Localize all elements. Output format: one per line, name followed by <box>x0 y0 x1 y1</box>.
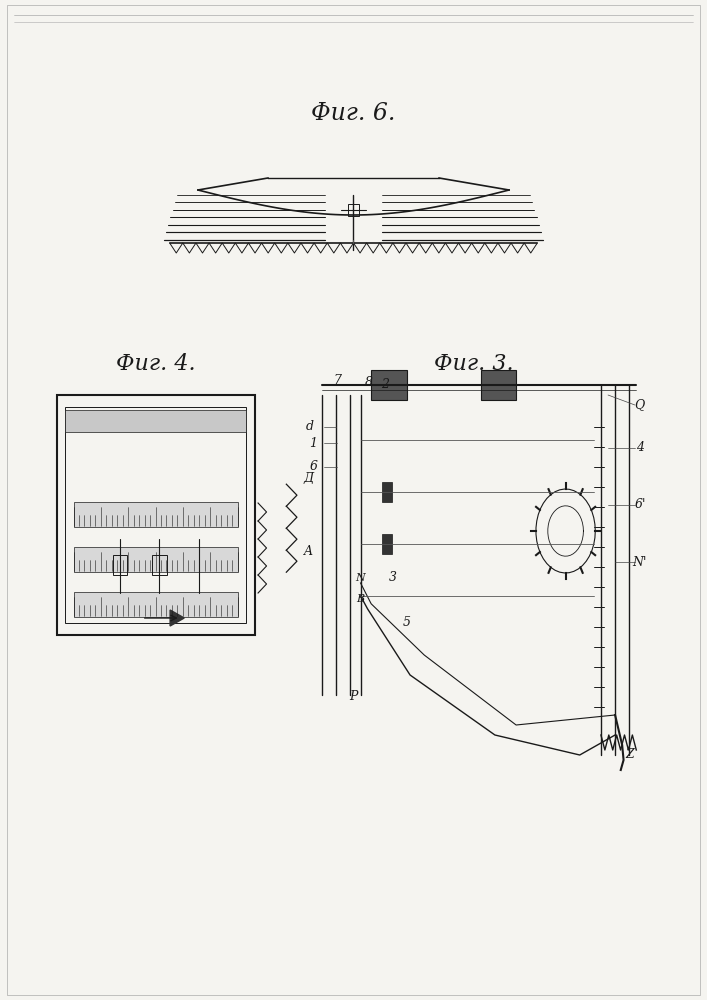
Bar <box>74 547 238 572</box>
Bar <box>65 410 246 432</box>
Text: 6: 6 <box>309 460 317 474</box>
Bar <box>382 534 392 554</box>
Text: Д: Д <box>303 473 313 486</box>
Polygon shape <box>170 610 185 626</box>
Bar <box>65 407 246 623</box>
Text: Фиг. 6.: Фиг. 6. <box>311 102 396 125</box>
Bar <box>113 555 127 575</box>
Text: N: N <box>356 573 366 583</box>
Bar <box>74 502 238 527</box>
Text: 3: 3 <box>388 571 397 584</box>
Text: P: P <box>349 690 358 704</box>
Text: Z: Z <box>625 748 633 762</box>
Text: 2: 2 <box>381 378 390 391</box>
Bar <box>382 482 392 502</box>
Bar <box>371 370 407 400</box>
Text: 7: 7 <box>334 374 342 387</box>
Text: 1: 1 <box>309 437 317 450</box>
Text: 8: 8 <box>365 376 373 389</box>
Text: 6': 6' <box>634 498 645 512</box>
Text: Q: Q <box>635 398 645 412</box>
Text: Фиг. 4.: Фиг. 4. <box>116 353 195 375</box>
Bar <box>481 370 516 400</box>
Bar <box>57 395 255 635</box>
Text: 5: 5 <box>402 615 411 629</box>
Bar <box>74 592 238 617</box>
Text: N': N' <box>633 556 647 569</box>
Bar <box>153 555 167 575</box>
Text: Фиг. 3.: Фиг. 3. <box>434 353 513 375</box>
Text: d: d <box>305 420 314 434</box>
Bar <box>348 204 359 216</box>
Text: B: B <box>356 594 365 604</box>
Text: 4: 4 <box>636 441 644 454</box>
Text: A: A <box>304 545 312 558</box>
